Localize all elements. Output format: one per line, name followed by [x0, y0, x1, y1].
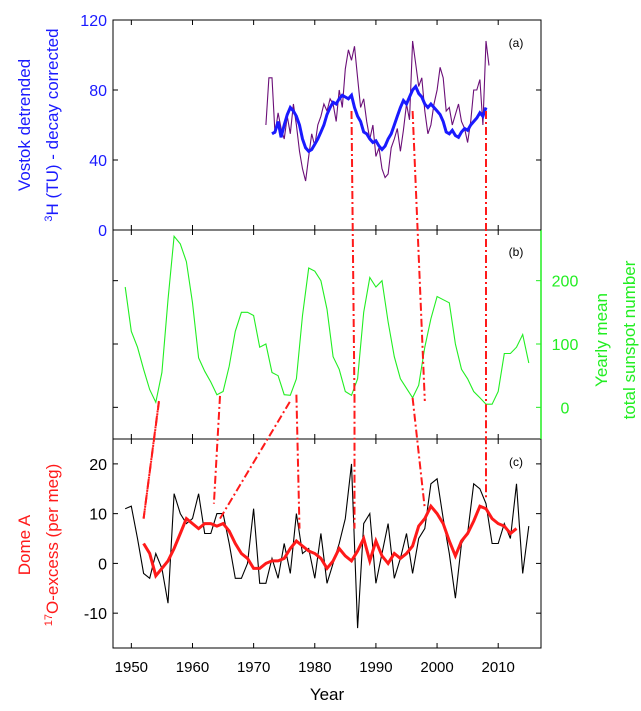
- y-tick-label: 80: [89, 83, 107, 100]
- axis-ticks: 1950 1960 1970 1980 1990 2000 2010040801200100…: [80, 13, 578, 676]
- x-tick-label: 1970: [237, 659, 270, 676]
- connector-line: [219, 400, 292, 520]
- panel-b-tag: (b): [509, 245, 524, 259]
- x-tick-label: 1950: [115, 659, 148, 676]
- panel-a-ylabel-line1: Vostok detrended: [15, 59, 34, 191]
- panel-a-ylabel-line2: 3H (TU) - decay corrected: [43, 28, 62, 221]
- connector-line: [411, 397, 426, 509]
- connector-line: [142, 402, 160, 519]
- x-tick-label: 1980: [298, 659, 331, 676]
- series-b-green: [124, 234, 530, 405]
- x-tick-label: 2000: [420, 659, 453, 676]
- y-tick-label: 40: [89, 153, 107, 170]
- x-tick-label: 1990: [359, 659, 392, 676]
- panel-a-tag: (a): [509, 36, 524, 50]
- y-tick-label: 100: [552, 337, 579, 354]
- series-a-blue: [271, 83, 488, 154]
- y-tick-label: 10: [89, 507, 107, 524]
- series-c-black: [124, 463, 530, 629]
- y-tick-label: 120: [80, 13, 107, 30]
- connector-line: [411, 110, 426, 402]
- series-c-red: [142, 503, 518, 579]
- connector-lines: [142, 110, 487, 529]
- series-a-purple: [265, 40, 490, 182]
- y-tick-label: 200: [552, 274, 579, 291]
- panel-b-frame: [112, 229, 542, 440]
- connector-line: [212, 395, 221, 504]
- y-tick-label: 0: [98, 556, 107, 573]
- panel-b-ylabel-line2: total sunspot number: [620, 260, 639, 419]
- y-tick-label: 20: [89, 457, 107, 474]
- y-tick-label: -10: [84, 606, 107, 623]
- x-axis-title: Year: [310, 685, 345, 704]
- panel-a-frame: [112, 19, 542, 231]
- x-tick-label: 1960: [176, 659, 209, 676]
- panel-b-ylabel-line1: Yearly mean: [592, 293, 611, 387]
- y-tick-label: 0: [98, 223, 107, 240]
- panel-c-ylabel-line1: Dome A: [15, 514, 34, 575]
- connector-line: [295, 394, 301, 529]
- connector-line: [350, 110, 356, 402]
- y-tick-label: 0: [561, 400, 570, 417]
- panel-c-frame: [112, 438, 542, 649]
- panel-c-tag: (c): [509, 455, 523, 469]
- panel-c-ylabel-line2: 17O-excess (per meg): [43, 464, 62, 626]
- x-tick-label: 2010: [482, 659, 515, 676]
